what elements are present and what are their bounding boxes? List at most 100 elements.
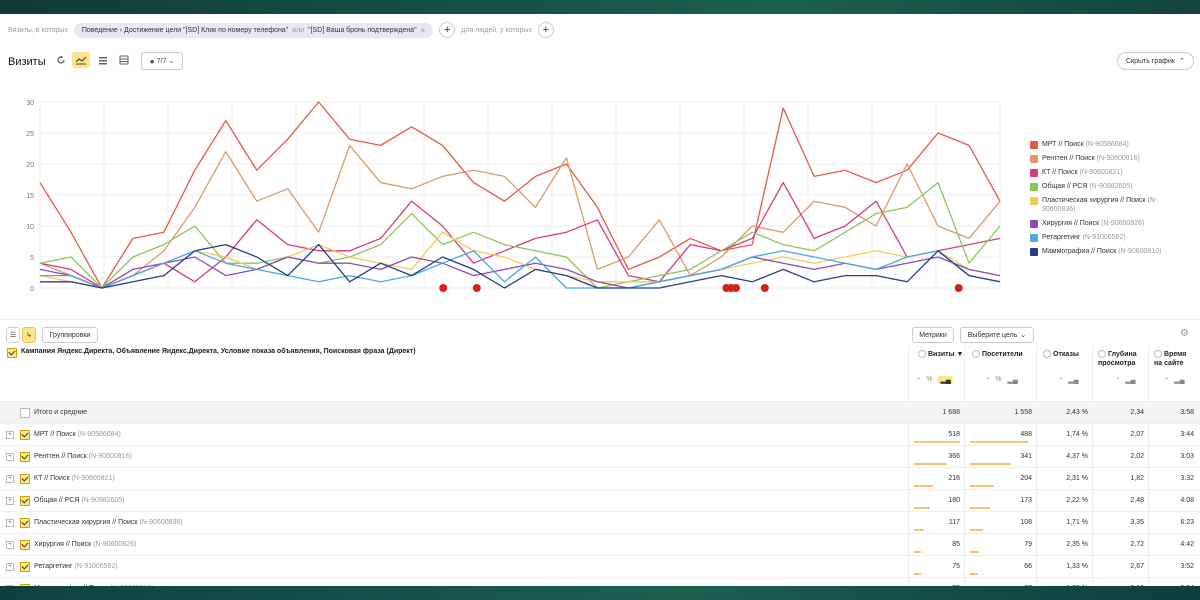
add-people-condition-button[interactable]: + (537, 22, 554, 38)
table-row[interactable]: + МРТ // Поиск (N-90586684) 518 488 1,74 % 2,… (0, 423, 1200, 446)
percent-icon[interactable]: % (995, 376, 1002, 383)
row-checkbox[interactable] (20, 584, 30, 586)
legend-series-code: (N-91006562) (1082, 234, 1126, 241)
legend-item[interactable]: Ретаргетинг (N-91006562) (1030, 233, 1190, 242)
row-checkbox[interactable] (20, 518, 30, 528)
total-visitors: 1 558 (1014, 409, 1032, 416)
goal-select[interactable]: Выберите цель ⌄ (960, 327, 1034, 343)
refresh-icon[interactable] (54, 52, 68, 68)
cell-depth: 2,67 (1130, 563, 1144, 570)
add-condition-button[interactable]: + (439, 22, 456, 38)
table-row[interactable]: + КТ // Поиск (N-90600821) 216 204 2,31 % 1,8… (0, 467, 1200, 490)
hide-chart-button[interactable]: Скрыть график ⌃ (1117, 52, 1194, 70)
row-label: Ретаргетинг (N-91006562) (34, 563, 118, 570)
segment-filter-row: Визиты, в которых Поведение › Достижение… (8, 22, 554, 38)
share-bar (914, 573, 921, 575)
row-checkbox[interactable] (20, 496, 30, 506)
share-bar (914, 441, 960, 443)
segment-condition-2: "[SD] Ваша бронь подтверждена" (308, 26, 417, 34)
expand-row-icon[interactable]: + (6, 497, 14, 505)
comment-marker-icon (439, 284, 448, 292)
column-bounce[interactable]: Отказы (1043, 350, 1079, 359)
dimension-header-label: Кампания Яндекс.Директа, Объявление Янде… (21, 348, 416, 355)
pie-icon[interactable]: ◔ (1058, 376, 1063, 383)
row-checkbox[interactable] (20, 452, 30, 462)
bars-icon[interactable]: ▂▄ (1174, 377, 1185, 384)
gear-icon[interactable]: ⚙ (1180, 328, 1189, 339)
legend-item[interactable]: Хирургия // Поиск (N-90600826) (1030, 219, 1190, 228)
legend-swatch (1030, 183, 1038, 191)
bar-chart-icon[interactable] (117, 52, 131, 68)
bars-icon[interactable]: ▂▄ (1125, 377, 1136, 384)
table-row[interactable]: + Ретаргетинг (N-91006562) 75 66 1,33 % 2,67 3… (0, 555, 1200, 578)
legend-item[interactable]: Пластическая хирургия // Поиск (N-906008… (1030, 196, 1190, 214)
expand-row-icon[interactable]: + (6, 453, 14, 461)
series-line-2 (39, 144, 1001, 289)
attribution-button[interactable]: ● 7/7 ⌄ (141, 52, 183, 70)
pie-icon[interactable]: ◔ (1164, 376, 1169, 383)
row-checkbox[interactable] (20, 540, 30, 550)
row-label: Рентген // Поиск (N-90600816) (34, 453, 132, 460)
tree-view-icon[interactable]: ↳ (22, 327, 36, 343)
series-line-1 (39, 101, 1001, 289)
dimension-header[interactable]: Кампания Яндекс.Директа, Объявление Янде… (7, 348, 416, 358)
table-row[interactable]: + Рентген // Поиск (N-90600816) 366 341 4,37… (0, 445, 1200, 468)
metrics-button[interactable]: Метрики (912, 327, 954, 343)
legend-item[interactable]: Рентген // Поиск (N-90600816) (1030, 154, 1190, 163)
segment-or: или (292, 26, 305, 34)
column-depth[interactable]: Глубина просмотра (1098, 350, 1137, 367)
percent-icon[interactable]: % (926, 376, 933, 383)
visits-line-chart: 05101520253001.08 — 06.0814.08 — 20.0828… (26, 100, 1001, 293)
cell-bounce: 2,22 % (1066, 497, 1088, 504)
row-campaign-code: (N-90982605) (81, 497, 125, 504)
legend-series-name: Маммография // Поиск (1042, 248, 1119, 255)
close-icon[interactable]: × (420, 25, 426, 35)
bars-icon[interactable]: ▂▄ (938, 376, 953, 384)
table-row[interactable]: + Хирургия // Поиск (N-90600826) 85 79 2,35 … (0, 533, 1200, 556)
pie-icon[interactable]: ◔ (985, 376, 990, 383)
legend-series-code: (N-90600836) (1042, 197, 1158, 213)
segment-pill[interactable]: Поведение › Достижение цели "[SD] Клик п… (73, 22, 434, 38)
row-checkbox[interactable] (20, 474, 30, 484)
expand-row-icon[interactable]: + (6, 519, 14, 527)
expand-row-icon[interactable]: + (6, 431, 14, 439)
expand-row-icon[interactable]: + (6, 585, 14, 586)
legend-series-name: Хирургия // Поиск (1042, 220, 1102, 227)
column-visitors[interactable]: Посетители (972, 350, 1023, 359)
line-chart-icon[interactable] (72, 52, 90, 68)
legend-item[interactable]: КТ // Поиск (N-90600821) (1030, 168, 1190, 177)
row-label: Пластическая хирургия // Поиск (N-906008… (34, 519, 183, 526)
table-row[interactable]: + Маммография // Поиск (N-90600810) 72 67 1,… (0, 577, 1200, 586)
grouping-button[interactable]: Группировки (42, 327, 98, 343)
row-campaign-code: (N-91006562) (74, 563, 118, 570)
cell-depth: 2,07 (1130, 431, 1144, 438)
cell-visitors: 341 (1020, 453, 1032, 460)
select-all-checkbox[interactable] (7, 348, 17, 358)
list-view-icon[interactable]: ☰ (6, 327, 20, 343)
expand-row-icon[interactable]: + (6, 563, 14, 571)
cell-time: 3:54 (1180, 585, 1194, 586)
bars-icon[interactable]: ▂▄ (1007, 377, 1018, 384)
expand-row-icon[interactable]: + (6, 475, 14, 483)
table-row[interactable]: + Пластическая хирургия // Поиск (N-90600… (0, 511, 1200, 534)
area-chart-icon[interactable] (96, 52, 110, 68)
comment-marker-icon (472, 284, 481, 292)
row-campaign-code: (N-90586684) (77, 431, 121, 438)
row-campaign-code: (N-90600810) (110, 585, 153, 586)
cell-visits: 72 (952, 585, 960, 586)
column-visits[interactable]: Визиты ▼ (918, 350, 963, 359)
row-checkbox[interactable] (20, 430, 30, 440)
table-row[interactable]: + Общая // РСЯ (N-90982605) 180 173 2,22 % 2,… (0, 489, 1200, 512)
pie-icon[interactable]: ◔ (1115, 376, 1120, 383)
legend-item[interactable]: Общая // РСЯ (N-90982605) (1030, 182, 1190, 191)
legend-item[interactable]: Маммография // Поиск (N-90600810) (1030, 247, 1190, 256)
total-depth: 2,34 (1130, 409, 1144, 416)
bars-icon[interactable]: ▂▄ (1068, 377, 1079, 384)
column-time[interactable]: Время на сайте (1154, 350, 1187, 367)
pie-icon[interactable]: ◔ (916, 376, 921, 383)
row-checkbox[interactable] (20, 562, 30, 572)
expand-row-icon[interactable]: + (6, 541, 14, 549)
cell-visitors: 67 (1024, 585, 1032, 586)
legend-item[interactable]: МРТ // Поиск (N-90586684) (1030, 140, 1190, 149)
total-checkbox[interactable] (20, 408, 30, 418)
